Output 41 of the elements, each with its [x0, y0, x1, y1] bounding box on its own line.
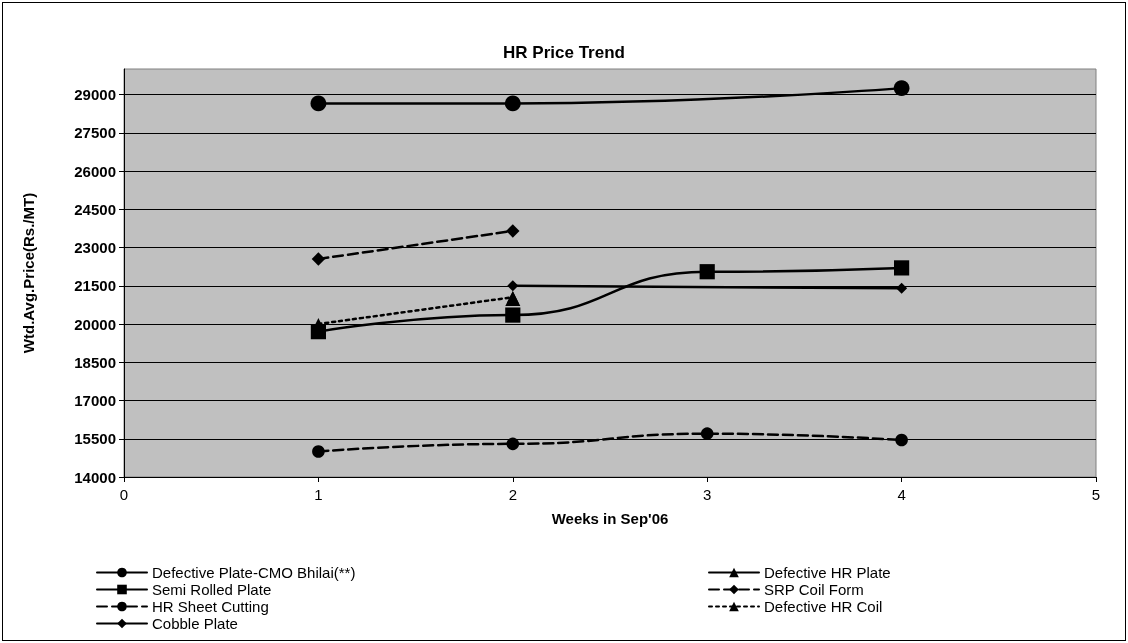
y-tick-label: 17000 — [74, 392, 116, 409]
point — [504, 95, 521, 112]
x-tick-label: 0 — [119, 486, 129, 503]
x-tick-label: 1 — [314, 486, 323, 503]
point — [700, 427, 714, 440]
y-tick-label: 24500 — [74, 200, 116, 218]
x-tick-label: 5 — [1091, 486, 1101, 503]
point — [506, 224, 520, 238]
legend-label: Semi Rolled Plate — [152, 581, 272, 598]
x-axis-title: Weeks in Sep'06 — [551, 510, 669, 527]
point — [894, 260, 910, 276]
point — [699, 264, 715, 280]
y-tick-label: 23000 — [74, 239, 116, 256]
y-tick-label: 15500 — [74, 430, 116, 448]
point — [505, 307, 521, 323]
point — [310, 95, 327, 112]
y-tick-label: 20000 — [74, 315, 116, 333]
y-tick-label: 14000 — [74, 468, 116, 486]
y-tick-label: 29000 — [74, 86, 116, 103]
x-tick-label: 2 — [508, 486, 517, 503]
y-tick-label: 27500 — [74, 124, 116, 142]
y-tick-label: 21500 — [74, 277, 116, 295]
point — [893, 80, 910, 97]
legend-label: Defective HR Coil — [764, 598, 883, 615]
point — [311, 252, 326, 266]
x-tick-label: 4 — [897, 486, 906, 503]
y-tick-label: 18500 — [74, 353, 116, 371]
legend-label: HR Sheet Cutting — [152, 598, 269, 615]
legend-label: Defective Plate-CMO Bhilai(**) — [152, 564, 356, 581]
legend-label: Cobble Plate — [152, 615, 238, 632]
point — [507, 280, 519, 292]
x-tick-label: 3 — [703, 486, 712, 503]
legend-label: Defective HR Plate — [764, 564, 891, 581]
chart-title: HR Price Trend — [503, 43, 625, 62]
y-tick-label: 26000 — [74, 162, 116, 180]
y-axis-title: Wtd.Avg.Price(Rs./MT) — [20, 192, 37, 354]
point — [895, 433, 908, 447]
point — [506, 437, 520, 451]
point — [896, 282, 908, 294]
legend-label: SRP Coil Form — [764, 581, 864, 598]
point — [312, 445, 325, 458]
